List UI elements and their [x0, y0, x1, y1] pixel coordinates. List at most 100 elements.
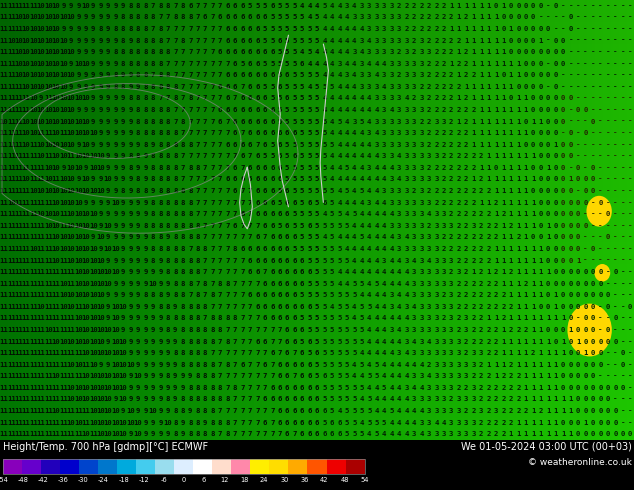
- Text: -: -: [576, 130, 580, 136]
- Text: 5: 5: [322, 258, 327, 264]
- Text: 8: 8: [173, 234, 178, 241]
- Text: 3: 3: [419, 246, 424, 252]
- Text: 3: 3: [464, 431, 469, 437]
- Text: 4: 4: [382, 373, 386, 379]
- Text: 10: 10: [89, 246, 98, 252]
- Text: 1: 1: [516, 350, 521, 356]
- Text: 3: 3: [442, 327, 446, 333]
- Text: 5: 5: [315, 316, 319, 321]
- Text: 9: 9: [121, 153, 126, 159]
- Text: 4: 4: [427, 258, 431, 264]
- Text: 1: 1: [494, 38, 498, 44]
- Text: 6: 6: [285, 304, 289, 310]
- Text: 11: 11: [0, 373, 8, 379]
- Text: 6: 6: [307, 223, 312, 229]
- Text: 9: 9: [84, 84, 88, 90]
- Text: 1: 1: [538, 431, 543, 437]
- Text: 4: 4: [359, 223, 364, 229]
- Text: 9: 9: [91, 61, 96, 67]
- Text: 10: 10: [111, 419, 120, 426]
- Text: 4: 4: [397, 153, 401, 159]
- Text: 8: 8: [203, 327, 207, 333]
- Text: 6: 6: [233, 14, 237, 21]
- Text: 1: 1: [486, 130, 491, 136]
- Text: 8: 8: [165, 130, 170, 136]
- Text: 7: 7: [195, 72, 200, 78]
- Text: 5: 5: [285, 153, 289, 159]
- Text: 0: 0: [182, 477, 186, 483]
- Text: 7: 7: [225, 165, 230, 171]
- Text: 10: 10: [44, 38, 53, 44]
- Text: -: -: [628, 199, 633, 206]
- Text: 7: 7: [210, 246, 215, 252]
- Text: 11: 11: [29, 234, 38, 241]
- Text: 9: 9: [113, 96, 118, 101]
- Text: 10: 10: [89, 316, 98, 321]
- Text: 9: 9: [113, 130, 118, 136]
- Text: 6: 6: [285, 431, 289, 437]
- Text: 0: 0: [605, 396, 610, 402]
- Text: 2: 2: [508, 373, 513, 379]
- Text: -: -: [605, 188, 610, 194]
- Text: 1: 1: [508, 211, 513, 217]
- Text: 4: 4: [352, 188, 356, 194]
- Text: 1: 1: [524, 165, 528, 171]
- Text: 11: 11: [29, 3, 38, 9]
- Text: 2: 2: [442, 14, 446, 21]
- Text: 3: 3: [389, 176, 394, 182]
- Text: 4: 4: [352, 316, 356, 321]
- Text: 3: 3: [411, 269, 416, 275]
- Text: 6: 6: [270, 292, 275, 298]
- Text: 7: 7: [240, 84, 245, 90]
- Text: 7: 7: [210, 153, 215, 159]
- Text: 6: 6: [225, 72, 230, 78]
- Text: 1: 1: [524, 350, 528, 356]
- Text: 1: 1: [516, 269, 521, 275]
- Text: 3: 3: [375, 3, 379, 9]
- Text: 5: 5: [322, 316, 327, 321]
- Text: 5: 5: [315, 234, 319, 241]
- Text: 10: 10: [81, 96, 90, 101]
- Text: 10: 10: [37, 153, 46, 159]
- Text: 3: 3: [404, 339, 409, 344]
- Text: 2: 2: [464, 339, 469, 344]
- Text: 0: 0: [621, 350, 625, 356]
- Text: -: -: [628, 38, 633, 44]
- Text: 9: 9: [121, 3, 126, 9]
- Text: 3: 3: [389, 3, 394, 9]
- Text: 6: 6: [307, 431, 312, 437]
- Text: 4: 4: [352, 72, 356, 78]
- Text: 6: 6: [262, 72, 267, 78]
- Text: 6: 6: [278, 281, 282, 287]
- Text: 6: 6: [248, 96, 252, 101]
- Text: 7: 7: [210, 281, 215, 287]
- Text: 10: 10: [44, 119, 53, 124]
- Text: 10: 10: [89, 327, 98, 333]
- Text: 4: 4: [382, 408, 386, 414]
- Text: 8: 8: [151, 223, 155, 229]
- Text: 9: 9: [143, 316, 148, 321]
- Text: 8: 8: [158, 176, 162, 182]
- Text: 10: 10: [29, 49, 38, 55]
- Text: 3: 3: [397, 119, 401, 124]
- Text: 10: 10: [104, 408, 112, 414]
- Text: 0: 0: [598, 419, 603, 426]
- Text: 6: 6: [278, 408, 282, 414]
- Text: 4: 4: [434, 419, 439, 426]
- Text: 8: 8: [128, 26, 133, 32]
- Text: 1: 1: [531, 304, 536, 310]
- Text: 2: 2: [508, 269, 513, 275]
- Text: 11: 11: [37, 258, 46, 264]
- Text: 5: 5: [285, 142, 289, 148]
- Text: 4: 4: [389, 373, 394, 379]
- Text: 10: 10: [37, 119, 46, 124]
- Text: 6: 6: [255, 246, 259, 252]
- Text: 2: 2: [442, 153, 446, 159]
- Text: 10: 10: [81, 246, 90, 252]
- Text: 11: 11: [37, 350, 46, 356]
- Text: 4: 4: [397, 258, 401, 264]
- Text: 10: 10: [81, 142, 90, 148]
- Text: 6: 6: [285, 408, 289, 414]
- Text: 6: 6: [262, 304, 267, 310]
- Text: 11: 11: [81, 419, 90, 426]
